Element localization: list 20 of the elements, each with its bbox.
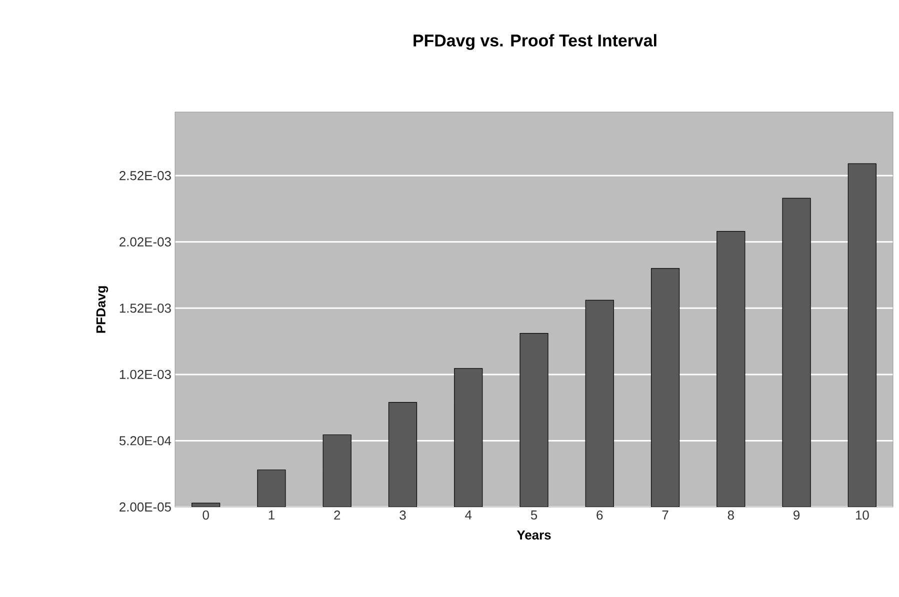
x-tick-label: 9 [794,510,800,520]
x-tick-label: 2 [334,510,340,520]
y-tick-label: 5.20E-04 [119,436,172,446]
x-tick-label: 8 [728,510,734,520]
x-tick-label: 3 [400,510,406,520]
y-tick-label: 2.02E-03 [120,237,171,246]
x-tick-label: 10 [856,510,869,520]
y-tick-label: 1.52E-03 [120,304,171,313]
chart-title: PFDavg vs. Proof Test Interval [414,34,656,50]
x-tick-label: 1 [268,510,274,520]
x-tick-label: 5 [530,510,538,520]
y-tick-label: 2.00E-05 [120,502,171,512]
x-axis-title: Years [516,530,551,540]
x-tick-label: 7 [662,510,668,520]
y-tick-label: 1.02E-03 [120,370,171,380]
y-tick-label: 2.52E-03 [120,171,171,180]
x-tick-label: 6 [596,510,603,520]
x-tick-label: 0 [202,510,209,520]
x-tick-label: 4 [465,510,472,520]
y-axis-title: PFDavg [96,286,108,333]
